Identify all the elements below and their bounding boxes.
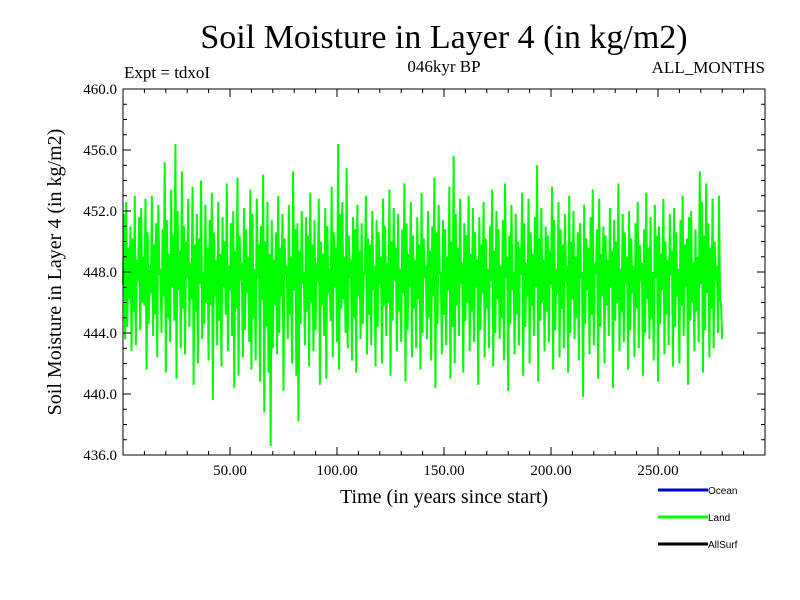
x-tick-label: 150.00 xyxy=(423,463,464,479)
legend: Ocean Land AllSurf xyxy=(658,486,738,551)
x-tick-label: 250.00 xyxy=(637,463,678,479)
months-label: ALL_MONTHS xyxy=(652,58,765,77)
y-tick-label: 448.0 xyxy=(83,265,117,281)
plot-area: 50.00 100.00 150.00 200.00 250.00 436.0 440.0… xyxy=(83,82,766,479)
chart-title: Soil Moisture in Layer 4 (in kg/m2) xyxy=(200,19,687,56)
series-group xyxy=(122,143,724,446)
y-axis-label: Soil Moisture in Layer 4 (in kg/m2) xyxy=(44,129,66,416)
period-label: 046kyr BP xyxy=(407,57,480,76)
x-tick-label: 100.00 xyxy=(316,463,357,479)
y-tick-label: 452.0 xyxy=(83,204,117,220)
y-tick-label: 436.0 xyxy=(83,448,117,464)
y-tick-label: 456.0 xyxy=(83,143,117,159)
legend-label-land: Land xyxy=(708,513,730,524)
x-tick-label: 50.00 xyxy=(213,463,247,479)
y-tick-label: 440.0 xyxy=(83,387,117,403)
x-tick-label: 200.00 xyxy=(530,463,571,479)
series-line-land xyxy=(122,143,724,446)
x-axis-ticks: 50.00 100.00 150.00 200.00 250.00 xyxy=(143,89,745,479)
legend-label-ocean: Ocean xyxy=(708,486,737,497)
y-tick-label: 460.0 xyxy=(83,82,117,98)
experiment-label: Expt = tdxoI xyxy=(124,63,210,82)
legend-label-allsurf: AllSurf xyxy=(708,540,738,551)
y-axis-ticks: 436.0 440.0 444.0 448.0 452.0 456.0 460.0 xyxy=(83,82,765,464)
y-tick-label: 444.0 xyxy=(83,326,117,342)
x-axis-label: Time (in years since start) xyxy=(340,486,548,508)
